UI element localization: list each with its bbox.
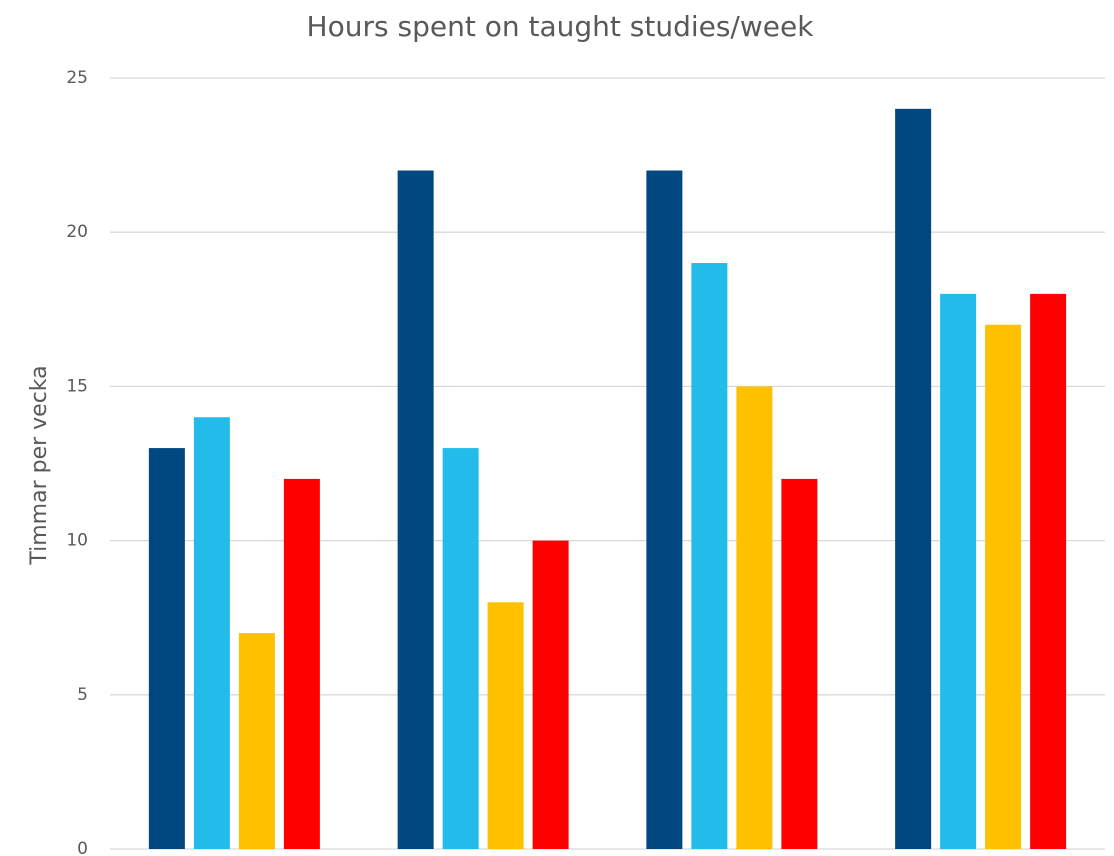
y-tick-label: 0 <box>77 839 88 856</box>
y-tick-label: 15 <box>66 376 88 396</box>
y-axis-label: Timmar per vecka <box>27 365 52 565</box>
bar <box>487 602 524 849</box>
bar <box>895 108 932 850</box>
bar <box>238 633 275 849</box>
bar <box>148 448 185 849</box>
bar <box>736 386 773 849</box>
y-tick-label: 25 <box>66 68 88 88</box>
bar <box>532 540 569 849</box>
bar <box>985 324 1022 850</box>
bar <box>193 417 230 849</box>
bar <box>397 170 434 849</box>
bar <box>646 170 683 849</box>
y-tick-label: 10 <box>66 531 88 551</box>
bar <box>1030 293 1067 849</box>
y-tick-label: 5 <box>77 685 88 705</box>
bar <box>781 478 818 849</box>
bar <box>940 293 977 849</box>
bar <box>283 478 320 849</box>
bar <box>691 263 728 849</box>
bar <box>442 448 479 849</box>
chart-title: Hours spent on taught studies/week <box>307 10 815 43</box>
y-tick-label: 20 <box>66 222 88 242</box>
